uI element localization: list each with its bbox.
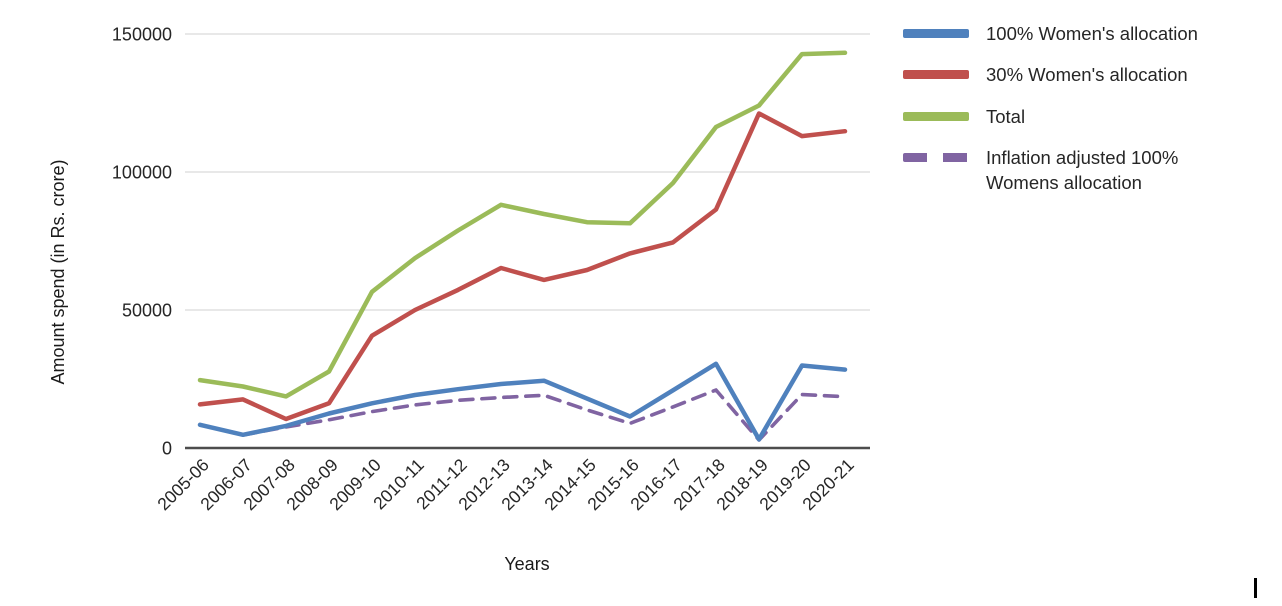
series-line-100-women-s-allocation	[197, 361, 848, 442]
series-line-total	[197, 50, 848, 399]
legend-label: 30% Women's allocation	[986, 64, 1188, 86]
legend-label: Total	[986, 105, 1026, 127]
text-cursor-artifact	[1254, 578, 1257, 598]
y-axis-tick-label: 0	[162, 439, 172, 459]
y-axis-tick-label: 150000	[112, 25, 172, 45]
legend-label: Inflation adjusted 100% Womens allocatio…	[986, 147, 1179, 193]
legend-swatch-total	[903, 111, 969, 121]
y-axis-title: Amount spend (in Rs. crore)	[48, 159, 68, 384]
series-line-inflation-adjusted-100-womens-allocation	[198, 388, 847, 442]
series-line-30-women-s-allocation	[197, 111, 848, 422]
chart-legend: 100% Women's allocation 30% Women's allo…	[903, 22, 1263, 212]
y-axis-tick-label: 50000	[122, 301, 172, 321]
y-axis-tick-label: 100000	[112, 163, 172, 183]
legend-label: 100% Women's allocation	[986, 23, 1198, 44]
x-axis-title: Years	[504, 554, 549, 574]
legend-item-100-womens-allocation: 100% Women's allocation	[903, 22, 1263, 46]
legend-swatch-inflation-adjusted	[903, 153, 969, 163]
legend-item-total: Total	[903, 105, 1263, 129]
legend-swatch-100-womens-allocation	[903, 29, 969, 38]
legend-item-30-womens-allocation: 30% Women's allocation	[903, 63, 1263, 87]
legend-item-inflation-adjusted: Inflation adjusted 100% Womens allocatio…	[903, 146, 1263, 195]
legend-swatch-30-womens-allocation	[903, 70, 969, 80]
